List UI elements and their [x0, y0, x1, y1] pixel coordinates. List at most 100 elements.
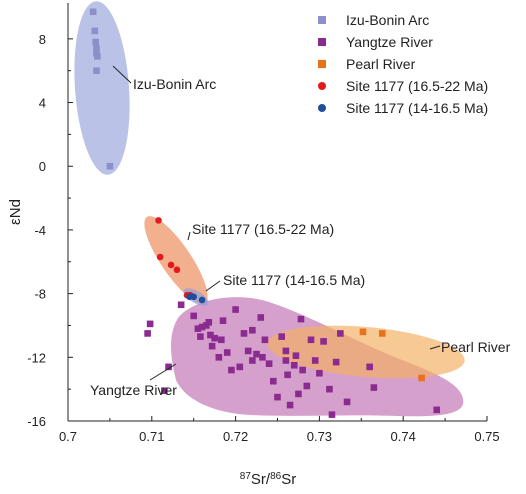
point-1-2 — [194, 325, 202, 332]
point-1-35 — [297, 315, 305, 323]
annot-izu-leader — [112, 65, 132, 84]
region-izu-bonin — [74, 1, 130, 175]
point-0-2 — [92, 38, 99, 46]
point-1-26 — [270, 377, 277, 385]
point-1-6 — [205, 318, 213, 326]
legend-marker-3 — [318, 82, 326, 90]
annot-site-a-label: Site 1177 (16.5-22 Ma) — [192, 221, 334, 237]
point-1-47 — [366, 363, 373, 371]
point-1-31 — [286, 401, 294, 409]
point-1-38 — [307, 336, 315, 344]
x-tick-label-4: 0.74 — [391, 429, 416, 444]
x-axis-title: 87Sr/86Sr — [240, 471, 296, 489]
point-1-15 — [232, 306, 239, 313]
y-tick-label-5: -12 — [27, 350, 46, 365]
legend-label-3: Site 1177 (16.5-22 Ma) — [346, 78, 488, 94]
y-ticks: 8 4 0 -4 -8 -12 -16 — [27, 32, 73, 429]
y-tick-label-4: -8 — [34, 287, 46, 302]
point-1-11 — [218, 336, 225, 344]
point-1-48 — [370, 384, 378, 391]
y-tick-label-0: 8 — [39, 32, 46, 47]
point-1-23 — [259, 354, 266, 361]
point-3-1 — [156, 253, 164, 261]
point-1-34 — [295, 390, 302, 398]
x-ticks: 0.7 0.71 0.72 0.73 0.74 0.75 — [59, 416, 500, 444]
annot-yangtze-leader — [149, 363, 177, 381]
legend-label-2: Pearl River — [346, 56, 416, 72]
region-layer — [74, 1, 465, 417]
point-0-5 — [94, 53, 101, 60]
y-tick-label-1: 4 — [39, 96, 46, 111]
point-1-1 — [190, 312, 197, 320]
annot-pearl-label: Pearl River — [441, 339, 511, 355]
point-1-24 — [261, 336, 269, 344]
point-1-45 — [337, 330, 344, 337]
legend-marker-2 — [318, 60, 326, 68]
x-tick-label-1: 0.71 — [139, 429, 164, 444]
point-0-3 — [93, 45, 100, 52]
point-1-32 — [290, 361, 298, 369]
point-1-52 — [165, 363, 172, 371]
annot-site-b-label: Site 1177 (14-16.5 Ma) — [223, 272, 365, 288]
point-1-8 — [208, 342, 216, 350]
point-1-49 — [433, 406, 441, 414]
point-0-7 — [106, 162, 114, 170]
point-1-10 — [215, 354, 223, 361]
point-layer — [89, 8, 441, 418]
point-1-12 — [219, 317, 227, 324]
y-axis-title: εNd — [7, 199, 24, 225]
point-1-30 — [284, 371, 291, 379]
point-1-41 — [320, 338, 327, 345]
point-1-3 — [197, 333, 204, 340]
point-1-37 — [303, 382, 311, 390]
point-3-2 — [167, 261, 175, 269]
annot-yangtze-label: Yangtze River — [90, 382, 177, 398]
point-1-17 — [240, 330, 248, 337]
annot-pearl-leader — [429, 345, 441, 350]
legend-label-1: Yangtze River — [346, 34, 433, 50]
point-1-20 — [249, 326, 256, 334]
point-1-7 — [207, 331, 214, 339]
point-4-2 — [198, 296, 206, 304]
point-3-3 — [173, 266, 181, 274]
point-1-21 — [253, 350, 260, 358]
point-3-0 — [155, 217, 162, 224]
point-1-16 — [236, 363, 244, 371]
x-tick-label-0: 0.7 — [59, 429, 77, 444]
point-0-0 — [89, 8, 97, 16]
region-site-1177-16.5-22 — [144, 216, 208, 304]
point-2-1 — [378, 330, 386, 337]
point-1-4 — [198, 323, 206, 331]
point-1-42 — [326, 385, 333, 393]
point-1-25 — [265, 360, 273, 367]
point-1-0 — [177, 301, 185, 309]
region-pearl-river — [267, 325, 465, 379]
x-tick-label-2: 0.72 — [223, 429, 248, 444]
annot-izu-label: Izu-Bonin Arc — [133, 76, 216, 92]
point-1-22 — [257, 314, 265, 321]
point-1-43 — [328, 411, 336, 418]
legend-label-4: Site 1177 (14-16.5 Ma) — [346, 100, 488, 116]
point-1-54 — [282, 357, 290, 364]
point-1-36 — [299, 366, 306, 374]
point-1-50 — [144, 330, 151, 337]
legend-marker-4 — [318, 104, 326, 112]
point-1-13 — [223, 349, 231, 356]
y-tick-label-6: -16 — [27, 414, 46, 429]
annot-site-a-leader — [187, 231, 191, 241]
legend-label-0: Izu-Bonin Arc — [346, 12, 429, 28]
point-0-1 — [91, 27, 99, 35]
point-1-27 — [274, 393, 281, 401]
point-1-46 — [343, 398, 351, 406]
x-tick-label-5: 0.75 — [474, 429, 499, 444]
x-tick-label-3: 0.73 — [307, 429, 332, 444]
point-1-33 — [292, 352, 300, 360]
annotations: Izu-Bonin Arc Site 1177 (16.5-22 Ma) Sit… — [90, 65, 511, 398]
legend: Izu-Bonin Arc Yangtze River Pearl River Sit… — [318, 12, 488, 116]
point-2-0 — [359, 328, 367, 336]
point-1-28 — [278, 333, 285, 340]
point-1-40 — [316, 369, 323, 377]
legend-marker-1 — [318, 38, 326, 46]
y-tick-label-3: -4 — [34, 223, 46, 238]
